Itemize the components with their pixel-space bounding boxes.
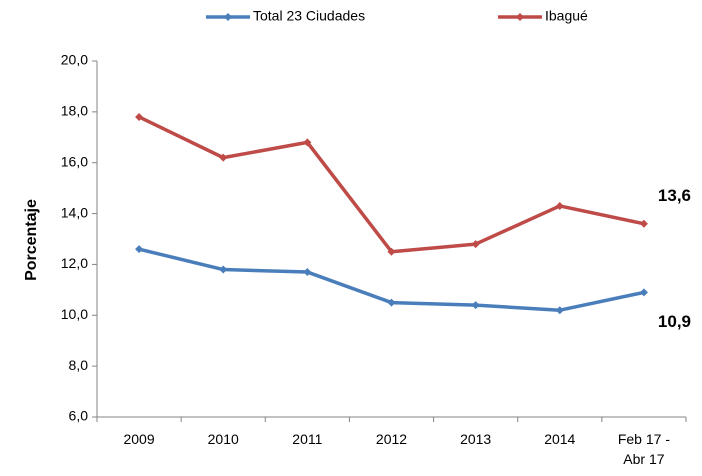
series-line bbox=[138, 115, 645, 254]
x-tick-label: 2011 bbox=[292, 431, 323, 447]
y-axis-title: Porcentaje bbox=[23, 199, 40, 281]
legend-label: Total 23 Ciudades bbox=[253, 8, 365, 24]
data-label: 13,6 bbox=[658, 186, 691, 205]
point-marker bbox=[303, 138, 312, 147]
point-marker bbox=[471, 301, 480, 310]
point-marker bbox=[219, 265, 228, 274]
y-tick-label: 18,0 bbox=[61, 103, 88, 119]
point-marker bbox=[555, 306, 564, 315]
y-tick-label: 20,0 bbox=[61, 52, 88, 68]
x-tick-label: 2013 bbox=[460, 431, 492, 447]
x-tick-label: Feb 17 - Abr 17 bbox=[617, 431, 670, 467]
x-tick-label: 2012 bbox=[375, 431, 408, 447]
y-tick-label: 12,0 bbox=[61, 255, 88, 271]
point-marker bbox=[219, 153, 228, 162]
y-tick-label: 16,0 bbox=[61, 153, 88, 169]
point-marker bbox=[135, 112, 144, 121]
x-tick-label: 2010 bbox=[207, 431, 239, 447]
legend-marker bbox=[224, 13, 232, 21]
point-marker bbox=[639, 219, 648, 228]
y-tick-label: 10,0 bbox=[61, 306, 88, 322]
legend-label: Ibagué bbox=[545, 8, 588, 24]
point-marker bbox=[387, 247, 396, 256]
point-marker bbox=[471, 240, 480, 249]
point-marker bbox=[135, 245, 144, 254]
x-tick-label: 2014 bbox=[544, 431, 576, 447]
legend-marker bbox=[516, 13, 524, 21]
point-marker bbox=[555, 201, 564, 210]
y-tick-label: 6,0 bbox=[69, 408, 89, 424]
data-label: 10,9 bbox=[658, 312, 691, 331]
point-marker bbox=[387, 298, 396, 307]
x-tick-label: 2009 bbox=[123, 431, 155, 447]
y-tick-label: 8,0 bbox=[69, 357, 89, 373]
point-marker bbox=[639, 288, 648, 297]
point-marker bbox=[303, 268, 312, 277]
y-tick-label: 14,0 bbox=[61, 204, 88, 220]
